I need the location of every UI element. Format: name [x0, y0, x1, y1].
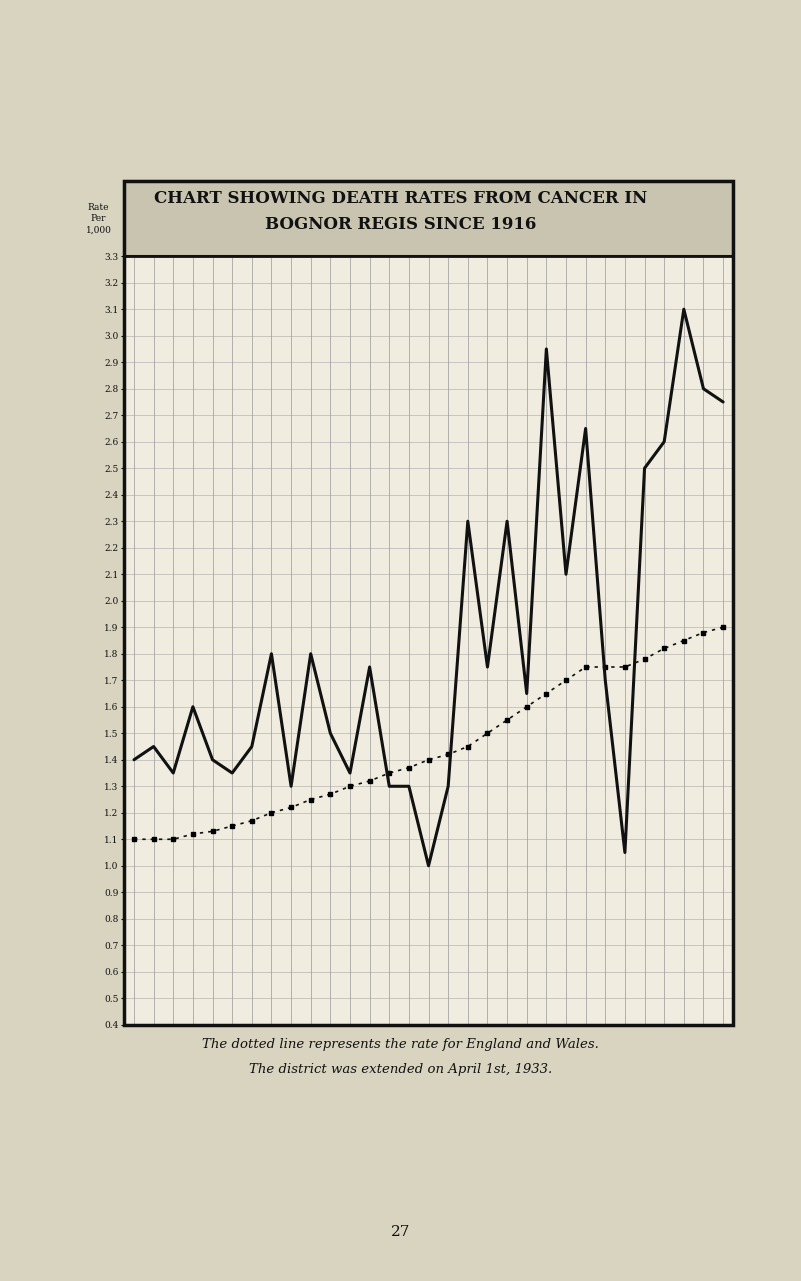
FancyBboxPatch shape — [124, 182, 733, 256]
Text: The district was extended on April 1st, 1933.: The district was extended on April 1st, … — [249, 1063, 552, 1076]
Text: Rate
Per
1,000: Rate Per 1,000 — [86, 204, 111, 234]
Text: CHART SHOWING DEATH RATES FROM CANCER IN: CHART SHOWING DEATH RATES FROM CANCER IN — [154, 190, 647, 208]
Text: BOGNOR REGIS SINCE 1916: BOGNOR REGIS SINCE 1916 — [265, 215, 536, 233]
Text: 27: 27 — [391, 1226, 410, 1239]
Text: The dotted line represents the rate for England and Wales.: The dotted line represents the rate for … — [202, 1038, 599, 1050]
